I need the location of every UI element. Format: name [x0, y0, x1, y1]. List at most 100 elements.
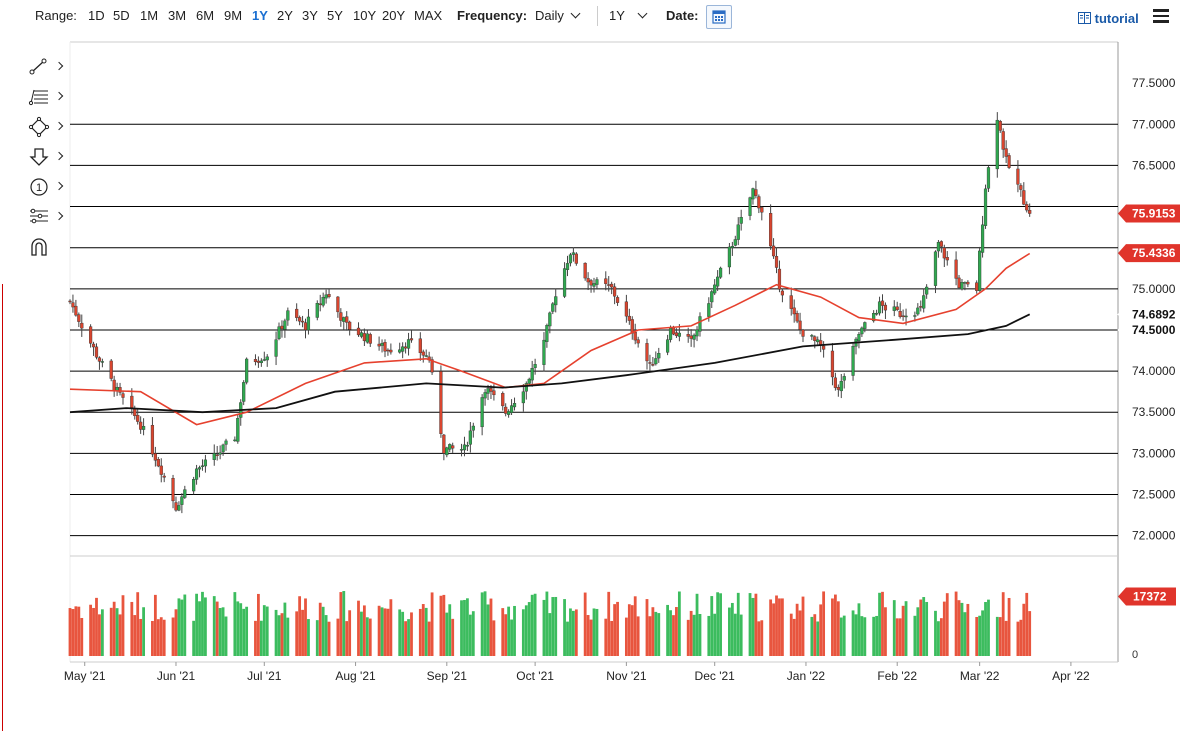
trendline-tool[interactable]	[28, 56, 68, 78]
volume-bar	[318, 602, 322, 656]
volume-bar	[757, 621, 761, 656]
candle	[648, 362, 652, 364]
candle	[448, 444, 452, 450]
candle	[810, 335, 814, 337]
shapes-tool[interactable]	[28, 116, 68, 138]
range-button-20y[interactable]: 20Y	[382, 8, 406, 23]
fibonacci-tool[interactable]	[28, 86, 68, 108]
range-button-10y[interactable]: 10Y	[353, 8, 377, 23]
frequency-value: Daily	[535, 8, 564, 23]
candle	[327, 294, 331, 297]
candle	[527, 378, 531, 384]
volume-bar	[778, 598, 781, 656]
range-button-3y[interactable]: 3Y	[302, 8, 318, 23]
volume-bar	[486, 604, 490, 656]
y-tick-label: 77.5000	[1132, 76, 1176, 90]
volume-bar	[692, 614, 696, 656]
candle	[904, 315, 908, 318]
volume-bar	[978, 615, 982, 656]
range-label: Range:	[35, 8, 77, 23]
candle	[883, 304, 888, 311]
volume-bar	[98, 614, 101, 656]
price-badge-label: 75.4336	[1132, 246, 1176, 260]
range-button-1m[interactable]: 1M	[140, 8, 159, 23]
tutorial-link[interactable]: tutorial	[1078, 11, 1139, 26]
range-button-3m[interactable]: 3M	[168, 8, 187, 23]
x-tick-label: Jan '22	[787, 669, 826, 683]
volume-bar	[204, 597, 207, 656]
candle	[91, 343, 96, 348]
divider	[2, 284, 3, 731]
volume-bar	[153, 594, 157, 656]
candle	[771, 245, 776, 257]
volume-bar	[533, 593, 537, 656]
frequency-select[interactable]: Daily	[535, 8, 581, 23]
volume-bar	[672, 615, 675, 656]
candle	[966, 281, 970, 285]
candle	[716, 276, 720, 287]
range-button-1d[interactable]: 1D	[88, 8, 105, 23]
candle	[707, 303, 711, 317]
volume-bar	[857, 603, 861, 656]
candle	[607, 284, 611, 286]
volume-bar	[1028, 611, 1032, 656]
magnet-tool[interactable]	[28, 236, 68, 258]
candle	[100, 361, 104, 363]
candle	[150, 425, 155, 455]
candle	[348, 321, 352, 330]
candle	[112, 379, 116, 391]
candle	[192, 479, 196, 492]
volume-bar	[939, 618, 943, 656]
range-button-5y[interactable]: 5Y	[327, 8, 343, 23]
candle	[668, 328, 673, 340]
volume-bar	[592, 608, 596, 656]
book-icon	[1078, 12, 1091, 24]
trendline-icon	[29, 58, 47, 75]
volume-bar	[401, 611, 405, 656]
number-one-icon: 1	[30, 178, 48, 196]
candle	[657, 352, 661, 359]
arrow-tool[interactable]	[28, 146, 68, 168]
candle	[551, 303, 555, 312]
y-tick-label: 73.5000	[1132, 405, 1176, 419]
volume-bar	[925, 601, 929, 656]
volume-bar	[151, 620, 154, 656]
volume-bar	[710, 596, 714, 656]
moving-average-red	[69, 252, 1031, 426]
divider	[597, 6, 598, 26]
price-badge-label: 74.6892	[1132, 307, 1176, 321]
volume-bar	[198, 601, 201, 656]
period-select[interactable]: 1Y	[609, 8, 648, 23]
candle	[509, 405, 514, 413]
range-button-max[interactable]: MAX	[414, 8, 443, 23]
candle	[171, 477, 175, 502]
candle	[574, 253, 578, 264]
hamburger-menu-icon[interactable]	[1153, 9, 1169, 23]
volume-bar	[698, 614, 702, 656]
candle	[362, 333, 366, 342]
candle	[624, 301, 628, 317]
range-button-1y[interactable]: 1Y	[252, 8, 268, 23]
annotation-tool[interactable]: 1	[28, 176, 68, 198]
volume-bar	[919, 599, 923, 656]
candle	[315, 303, 319, 318]
volume-bar	[551, 597, 555, 656]
candle	[730, 246, 734, 249]
volume-bar	[483, 591, 487, 656]
volume-bar	[430, 592, 434, 656]
fibonacci-icon	[28, 89, 48, 106]
candle	[733, 239, 737, 246]
range-button-2y[interactable]: 2Y	[277, 8, 293, 23]
volume-bar	[471, 611, 475, 656]
candle	[245, 358, 249, 383]
candle	[863, 322, 867, 329]
range-button-6m[interactable]: 6M	[196, 8, 215, 23]
date-picker-button[interactable]	[706, 5, 732, 29]
volume-bar	[274, 609, 278, 656]
candle	[445, 447, 449, 456]
range-button-5d[interactable]: 5D	[113, 8, 130, 23]
measure-tool[interactable]	[28, 206, 68, 228]
candle	[1019, 185, 1023, 190]
range-button-9m[interactable]: 9M	[224, 8, 243, 23]
price-chart[interactable]: 77.5000 77.0000 76.5000 75.0000 74.0000 73.50…	[0, 0, 1193, 695]
